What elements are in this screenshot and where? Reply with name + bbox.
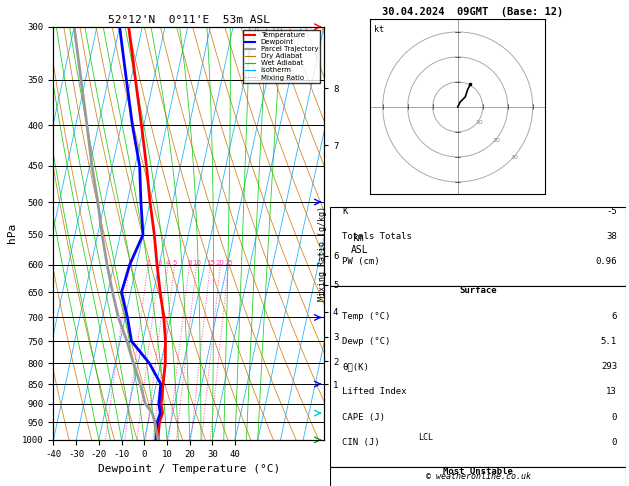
Text: 6: 6 xyxy=(611,312,617,321)
Text: 8: 8 xyxy=(187,260,192,266)
Text: 25: 25 xyxy=(224,260,233,266)
Bar xyxy=(330,467,626,486)
Text: Mixing Ratio (g/kg): Mixing Ratio (g/kg) xyxy=(318,207,327,301)
Text: K: K xyxy=(342,207,347,216)
Text: 0.96: 0.96 xyxy=(596,257,617,266)
Text: © weatheronline.co.uk: © weatheronline.co.uk xyxy=(426,472,530,481)
Legend: Temperature, Dewpoint, Parcel Trajectory, Dry Adiabat, Wet Adiabat, Isotherm, Mi: Temperature, Dewpoint, Parcel Trajectory… xyxy=(243,30,320,83)
Text: 15: 15 xyxy=(206,260,214,266)
Text: Temp (°C): Temp (°C) xyxy=(342,312,391,321)
Y-axis label: hPa: hPa xyxy=(7,223,17,243)
Text: 1: 1 xyxy=(128,260,132,266)
Text: 0: 0 xyxy=(611,438,617,447)
Text: Most Unstable: Most Unstable xyxy=(443,467,513,476)
Text: CAPE (J): CAPE (J) xyxy=(342,413,385,422)
Text: PW (cm): PW (cm) xyxy=(342,257,380,266)
Text: 293: 293 xyxy=(601,362,617,371)
Text: 13: 13 xyxy=(606,387,617,397)
Text: 5: 5 xyxy=(172,260,177,266)
Bar xyxy=(330,286,626,467)
Text: Surface: Surface xyxy=(459,286,497,295)
Text: 10: 10 xyxy=(192,260,201,266)
Bar xyxy=(330,207,626,286)
Text: 2: 2 xyxy=(146,260,150,266)
Y-axis label: km
ASL: km ASL xyxy=(350,233,368,255)
Text: Lifted Index: Lifted Index xyxy=(342,387,406,397)
Text: 4: 4 xyxy=(166,260,170,266)
Text: 30.04.2024  09GMT  (Base: 12): 30.04.2024 09GMT (Base: 12) xyxy=(382,7,563,17)
Title: 52°12'N  0°11'E  53m ASL: 52°12'N 0°11'E 53m ASL xyxy=(108,15,270,25)
Text: 3: 3 xyxy=(157,260,162,266)
Text: 10: 10 xyxy=(476,121,483,125)
Text: θᴁ(K): θᴁ(K) xyxy=(342,362,369,371)
X-axis label: Dewpoint / Temperature (°C): Dewpoint / Temperature (°C) xyxy=(97,464,280,474)
Text: 0: 0 xyxy=(611,413,617,422)
Text: LCL: LCL xyxy=(419,433,433,442)
Text: Dewp (°C): Dewp (°C) xyxy=(342,337,391,346)
Text: CIN (J): CIN (J) xyxy=(342,438,380,447)
Text: 5.1: 5.1 xyxy=(601,337,617,346)
Text: 20: 20 xyxy=(216,260,225,266)
Text: 30: 30 xyxy=(510,156,518,160)
Text: -5: -5 xyxy=(606,207,617,216)
Text: 20: 20 xyxy=(493,138,501,143)
Text: Totals Totals: Totals Totals xyxy=(342,232,412,241)
Text: kt: kt xyxy=(374,25,384,34)
Text: 38: 38 xyxy=(606,232,617,241)
